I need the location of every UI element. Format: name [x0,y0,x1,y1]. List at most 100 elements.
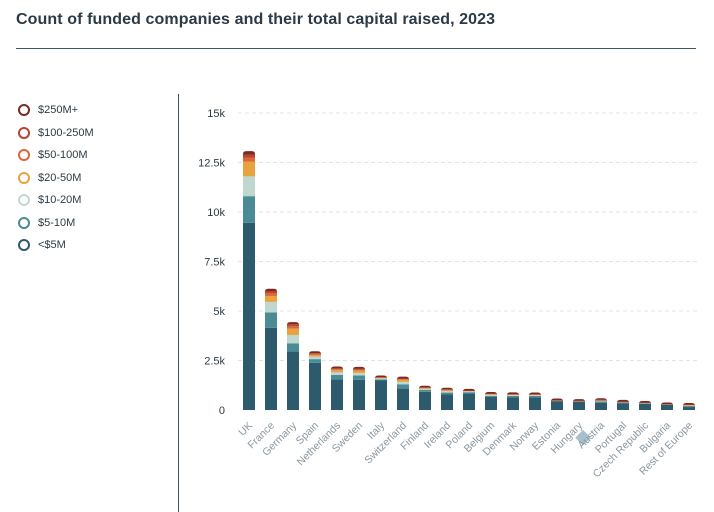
bar-segment [265,292,277,296]
bar-segment [353,372,365,376]
bar-segment [353,369,365,371]
bar-segment [595,401,607,403]
bar-segment [419,390,431,392]
bar-segment [639,403,651,410]
bar-segment [331,372,343,375]
bar-segment [529,394,541,395]
bar-segment [463,388,475,392]
bar-segment [661,404,673,410]
bar-segment [529,392,541,396]
bar-segment [243,154,255,158]
bar-segment [551,401,563,410]
legend-item[interactable]: $10-20M [18,189,94,212]
bar-segment [441,392,453,395]
bar-segment [419,387,431,389]
bar-segment [507,395,519,396]
bar-segment [683,403,695,407]
bar-segment [529,395,541,398]
bar-segment [617,399,629,403]
bar-segment [353,368,365,370]
bar-segment [309,362,321,410]
bar-segment [595,402,607,410]
legend-item[interactable]: <$5M [18,234,94,257]
bar-segment [287,328,299,335]
bar-segment [507,392,519,396]
bar-segment [463,390,475,391]
bar-segment [551,400,563,402]
bar-segment [397,379,409,380]
bar-segment [551,398,563,402]
bar-segment [573,400,585,402]
bar-segment [463,392,475,394]
bar-segment [287,322,299,326]
bar-segment [331,374,343,380]
bar-segment [397,384,409,389]
bar-segment [419,388,431,391]
bar-segment [507,394,519,396]
bar-segment [331,379,343,410]
bar-segment [463,393,475,410]
chart-title: Count of funded companies and their tota… [16,11,496,28]
legend-marker-icon [18,126,30,139]
legend-label: $50-100M [38,149,88,162]
title-divider [16,48,696,49]
y-tick-label: 10k [207,207,225,219]
legend-item[interactable]: $50-100M [18,144,94,167]
bar-segment [397,378,409,380]
bar-segment [441,394,453,410]
bar-segment [265,288,277,292]
bar-segment [485,394,497,396]
legend-marker-icon [18,239,30,252]
bar-segment [309,354,321,357]
legend-marker-icon [18,171,30,184]
bar-segment [265,312,277,328]
legend-divider [178,94,179,512]
legend-item[interactable]: $100-250M [18,122,94,145]
legend-marker-icon [18,104,30,117]
bar-segment [419,385,431,389]
bar-segment [595,398,607,402]
bar-segment [397,388,409,410]
legend-item[interactable]: $20-50M [18,167,94,190]
bar-segment [485,395,497,397]
legend-label: $10-20M [38,194,82,207]
bar-segment [661,404,673,405]
legend-item[interactable]: $250M+ [18,99,94,122]
y-tick-label: 2.5k [204,356,225,368]
bar-segment [353,366,365,370]
bar-segment [441,387,453,391]
bar-segment [287,326,299,329]
bar-segment [265,291,277,293]
bar-segment [375,379,387,381]
legend-item[interactable]: $5-10M [18,212,94,235]
bar-segment [287,343,299,352]
bar-segment [507,397,519,410]
y-tick-label: 7.5k [204,257,225,269]
bar-segment [639,400,651,404]
highlight-marker [575,429,591,446]
bar-segment [375,377,387,379]
bar-segment [243,151,255,155]
stacked-bar-chart: 02.5k5k7.5k10k12.5k15kUKFranceGermanySpa… [198,108,700,480]
bar-segment [485,396,497,410]
bar-segment [529,397,541,410]
bar-segment [551,400,563,401]
bar-segment [441,389,453,391]
bar-segment [309,353,321,355]
bar-segment [243,157,255,162]
bar-segment [397,376,409,380]
bar-segment [617,401,629,402]
bar-segment [331,369,343,371]
bar-segment [639,402,651,404]
bar-segment [375,375,387,379]
bar-segment [309,359,321,363]
bar-segment [441,389,453,390]
bar-segment [683,406,695,408]
bar-segment [397,379,409,382]
legend-label: $5-10M [38,216,76,229]
bar-segment [595,399,607,401]
legend-label: $250M+ [38,104,79,117]
bar-segment [265,301,277,313]
bar-segment [309,351,321,355]
bar-segment [243,196,255,223]
